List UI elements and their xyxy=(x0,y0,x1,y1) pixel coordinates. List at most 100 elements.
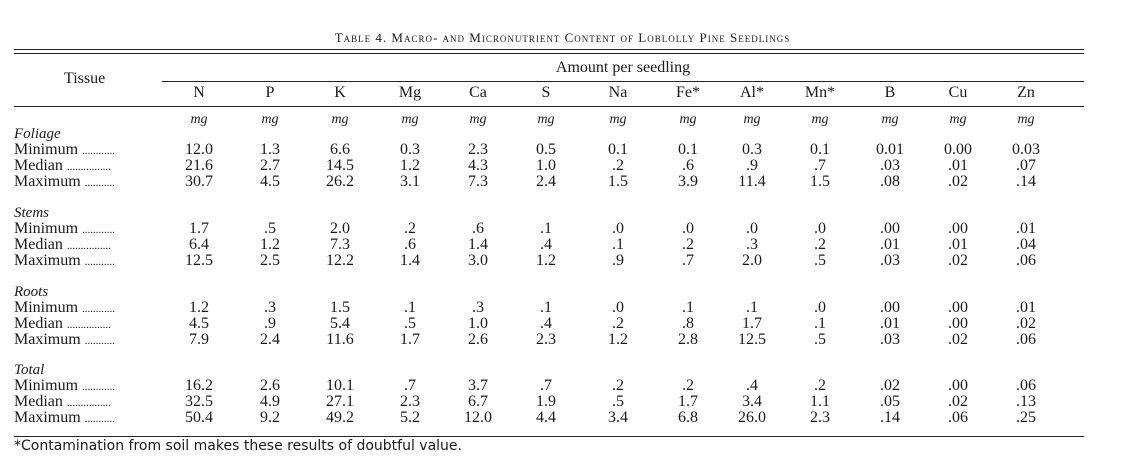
unit-label: mg xyxy=(811,112,829,127)
section-label-roots: Roots xyxy=(14,284,49,300)
section-label-foliage: Foliage xyxy=(14,126,61,142)
table-cell: 0.3 xyxy=(400,141,420,158)
table-cell: .4 xyxy=(540,236,552,253)
bottom-rule xyxy=(14,436,1084,437)
table-cell: 5.2 xyxy=(400,409,420,426)
table-cell: 3.9 xyxy=(678,173,698,190)
table-cell: .9 xyxy=(612,252,624,269)
table-cell: .7 xyxy=(682,252,694,269)
leader-dots: ........... xyxy=(84,413,115,425)
tissue-column-header: Tissue xyxy=(64,70,106,87)
row-label: Maximum ........... xyxy=(14,332,115,349)
row-label-text: Median xyxy=(14,393,63,410)
row-label-text: Maximum xyxy=(14,331,81,348)
leader-dots: ............ xyxy=(82,381,116,393)
table-cell: .2 xyxy=(814,236,826,253)
table-cell: 1.2 xyxy=(400,157,420,174)
unit-label: mg xyxy=(469,112,487,127)
table-cell: .08 xyxy=(880,173,900,190)
table-cell: 3.0 xyxy=(468,252,488,269)
table-cell: .02 xyxy=(948,331,968,348)
table-cell: 30.7 xyxy=(185,173,213,190)
row-label-text: Median xyxy=(14,157,63,174)
top-rule-double xyxy=(14,53,1084,54)
table-cell: 2.3 xyxy=(400,393,420,410)
row-label: Minimum ............ xyxy=(14,378,115,395)
table-cell: .4 xyxy=(540,315,552,332)
row-label-text: Maximum xyxy=(14,409,81,426)
table-cell: 6.4 xyxy=(189,236,209,253)
table-cell: 12.0 xyxy=(464,409,492,426)
row-label: Median ................ xyxy=(14,394,111,411)
table-cell: .6 xyxy=(472,220,484,237)
table-cell: 12.0 xyxy=(185,141,213,158)
row-label-text: Minimum xyxy=(14,299,79,316)
table-cell: .5 xyxy=(814,252,826,269)
table-cell: 2.7 xyxy=(260,157,280,174)
amount-per-seedling-header: Amount per seedling xyxy=(555,59,691,76)
leader-dots: ................ xyxy=(66,397,111,409)
row-label: Median ................ xyxy=(14,316,111,333)
table-cell: 1.7 xyxy=(400,331,420,348)
column-header-b: B xyxy=(884,84,896,101)
unit-label: mg xyxy=(190,112,208,127)
table-cell: 6.7 xyxy=(468,393,488,410)
table-cell: .9 xyxy=(264,315,276,332)
table-cell: .5 xyxy=(814,331,826,348)
table-cell: 1.7 xyxy=(742,315,762,332)
table-cell: .01 xyxy=(880,315,900,332)
table-cell: .00 xyxy=(948,299,968,316)
table-cell: .01 xyxy=(1016,220,1036,237)
leader-dots: ................ xyxy=(66,161,111,173)
row-label-text: Minimum xyxy=(14,220,79,237)
spanner-rule xyxy=(162,81,1084,82)
table-cell: 6.8 xyxy=(678,409,698,426)
unit-label: mg xyxy=(881,112,899,127)
table-cell: 7.9 xyxy=(189,331,209,348)
table-cell: 1.2 xyxy=(608,331,628,348)
table-cell: .03 xyxy=(880,252,900,269)
table-cell: 3.4 xyxy=(608,409,628,426)
row-label-text: Minimum xyxy=(14,141,79,158)
table-cell: 0.03 xyxy=(1012,141,1040,158)
table-cell: .14 xyxy=(880,409,900,426)
table-cell: .1 xyxy=(746,299,758,316)
table-cell: .04 xyxy=(1016,236,1036,253)
table-cell: .03 xyxy=(880,157,900,174)
table-cell: 1.1 xyxy=(810,393,830,410)
table-cell: 3.4 xyxy=(742,393,762,410)
column-header-mg: Mg xyxy=(398,84,422,101)
leader-dots: ................ xyxy=(66,319,111,331)
table-cell: .02 xyxy=(948,393,968,410)
table-cell: 1.2 xyxy=(189,299,209,316)
table-cell: 1.4 xyxy=(468,236,488,253)
table-cell: .03 xyxy=(880,331,900,348)
table-cell: .3 xyxy=(472,299,484,316)
table-cell: .7 xyxy=(404,377,416,394)
table-cell: 14.5 xyxy=(326,157,354,174)
table-cell: 16.2 xyxy=(185,377,213,394)
column-header-p: P xyxy=(265,84,275,101)
table-cell: 2.0 xyxy=(742,252,762,269)
column-header-al: Al* xyxy=(740,84,764,101)
table-cell: .2 xyxy=(612,157,624,174)
table-cell: .13 xyxy=(1016,393,1036,410)
table-cell: .2 xyxy=(404,220,416,237)
table-cell: 3.7 xyxy=(468,377,488,394)
table-cell: .3 xyxy=(746,236,758,253)
table-cell: 1.9 xyxy=(536,393,556,410)
table-cell: .2 xyxy=(814,377,826,394)
unit-label: mg xyxy=(1017,112,1035,127)
unit-label: mg xyxy=(331,112,349,127)
table-cell: .5 xyxy=(404,315,416,332)
table-cell: 4.3 xyxy=(468,157,488,174)
table-cell: 27.1 xyxy=(326,393,354,410)
table-cell: .00 xyxy=(948,377,968,394)
row-label: Minimum ............ xyxy=(14,221,115,238)
table-cell: 10.1 xyxy=(326,377,354,394)
table-cell: 1.5 xyxy=(330,299,350,316)
table-cell: .01 xyxy=(948,236,968,253)
table-cell: .2 xyxy=(682,236,694,253)
leader-dots: ........... xyxy=(84,335,115,347)
